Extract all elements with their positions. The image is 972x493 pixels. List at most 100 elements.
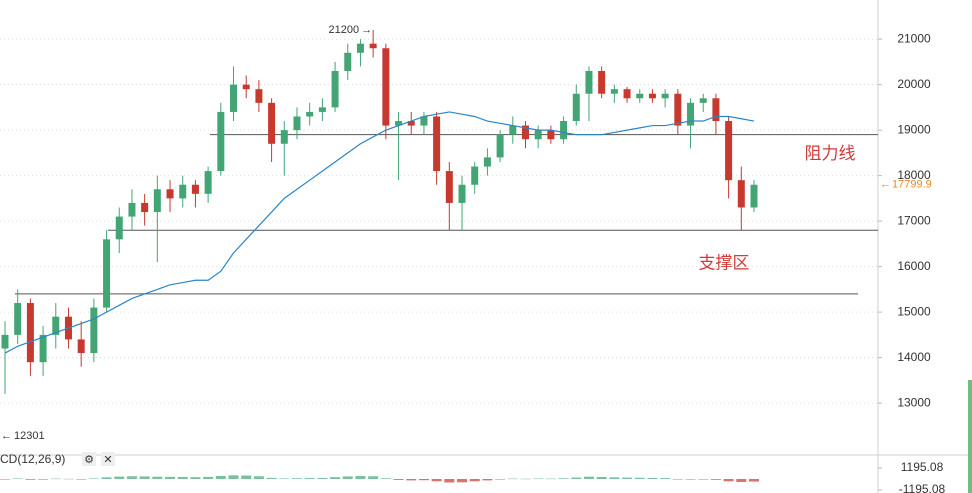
macd-bar [50, 478, 61, 480]
candle-body [458, 184, 466, 203]
macd-bar [330, 477, 341, 479]
y-tick-label: 18000 [897, 168, 931, 182]
macd-bar [558, 478, 569, 479]
candle-body [14, 303, 22, 335]
macd-bar [38, 479, 49, 480]
ma-line [4, 111, 755, 354]
candle-body [496, 134, 504, 158]
macd-bar [457, 479, 468, 483]
macd-bar [126, 476, 137, 479]
candle-body [115, 216, 123, 240]
candle-body [217, 111, 225, 172]
macd-bar [317, 477, 328, 479]
macd-bar [418, 479, 429, 481]
y-tick-label: 14000 [897, 350, 931, 364]
macd-bar [482, 479, 493, 481]
candle-body [750, 184, 758, 208]
macd-bar [114, 476, 125, 479]
high-arrow: → [361, 24, 372, 36]
macd-bar [749, 479, 759, 482]
candle-body [636, 93, 644, 99]
macd-bar [596, 476, 607, 479]
close-button[interactable] [101, 452, 115, 466]
candle-body [737, 180, 745, 208]
macd-tick-label: -1195.08 [899, 482, 946, 493]
macd-bar [76, 479, 87, 480]
candle-body [141, 202, 149, 213]
macd-bar [355, 476, 366, 479]
candle-body [445, 171, 453, 203]
y-tick-label: 20000 [897, 77, 931, 91]
candle-body [648, 93, 656, 99]
macd-bar [545, 478, 556, 480]
macd-bar [723, 479, 734, 482]
macd-bar [88, 478, 99, 479]
macd-bar [634, 477, 645, 479]
macd-bar [253, 476, 264, 479]
y-tick-label: 17000 [897, 213, 931, 227]
candle-body [420, 116, 428, 126]
candle-body [331, 70, 339, 108]
macd-bar [279, 478, 290, 479]
candle-body [560, 121, 568, 140]
settings-button[interactable] [82, 452, 96, 466]
candle-body [547, 130, 555, 140]
macd-bar [647, 477, 658, 479]
candle-body [572, 93, 580, 122]
candle-body [509, 125, 517, 135]
candle-body [293, 116, 301, 131]
candle-body [395, 121, 403, 126]
macd-bar [266, 477, 277, 479]
macd-bar [660, 478, 671, 479]
candle-body [521, 125, 529, 140]
candle-body [39, 334, 47, 363]
candle-body [280, 130, 288, 144]
scroll-indicator [968, 380, 972, 493]
macd-label: CD(12,26,9) [0, 452, 65, 466]
macd-bar [685, 479, 696, 480]
settings-icon[interactable]: ⚙ [84, 454, 94, 466]
candle-body [103, 239, 111, 308]
macd-bar [622, 477, 633, 479]
macd-bar [101, 477, 112, 479]
candle-body [1, 334, 9, 349]
candle-body [90, 307, 98, 354]
candle-body [77, 339, 85, 354]
candle-body [128, 202, 136, 217]
macd-bar [165, 476, 176, 479]
candle-body [712, 98, 720, 122]
candle-body [306, 111, 314, 117]
y-tick-label: 16000 [897, 259, 931, 273]
candle-body [725, 121, 733, 181]
macd-bar [533, 478, 544, 480]
high-label: 21200 [329, 24, 360, 36]
candle-body [585, 70, 593, 94]
candle-body [356, 43, 364, 53]
macd-bar [291, 478, 302, 479]
macd-bar [393, 479, 404, 480]
macd-bar [177, 476, 188, 479]
candle-body [179, 184, 187, 199]
candle-body [534, 130, 542, 140]
macd-bar [444, 479, 455, 483]
macd-bar [469, 479, 480, 482]
macd-bar [710, 479, 721, 480]
y-tick-label: 21000 [897, 31, 931, 45]
candle-body [230, 84, 238, 112]
macd-bar [25, 479, 36, 480]
candle-body [204, 171, 212, 194]
candle-body [344, 52, 352, 71]
candle-body [191, 184, 199, 194]
y-tick-label: 19000 [897, 122, 931, 136]
candle-body [433, 116, 441, 172]
macd-tick-label: 1195.08 [901, 460, 944, 474]
candle-body [255, 89, 263, 103]
candle-body [699, 98, 707, 103]
close-icon[interactable]: ✕ [103, 454, 112, 466]
candle-body [471, 166, 479, 185]
macd-bar [304, 478, 315, 479]
candle-body [369, 43, 377, 49]
macd-bar [342, 476, 353, 479]
macd-bar [609, 477, 620, 479]
